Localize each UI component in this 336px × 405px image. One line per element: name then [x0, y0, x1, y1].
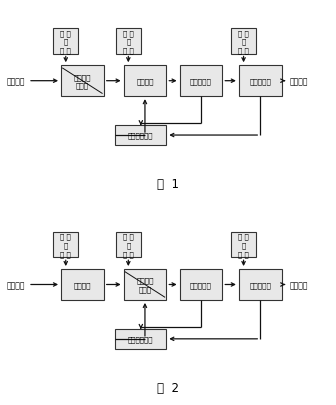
Text: 首置暴气
电置槽: 首置暴气 电置槽 [74, 74, 91, 89]
Text: 空 气
或
氨 气: 空 气 或 氨 气 [60, 233, 71, 257]
Bar [61, 66, 104, 97]
Bar [116, 232, 141, 258]
Text: 生活污水: 生活污水 [7, 280, 25, 289]
Text: 沉淤污泥返还: 沉淤污泥返还 [128, 336, 154, 342]
Bar [239, 66, 282, 97]
Text: 空 气
或
氨 气: 空 气 或 氨 气 [123, 30, 134, 54]
Bar [239, 269, 282, 300]
Bar [115, 329, 166, 349]
Text: 缺氧氪沉淤: 缺氧氪沉淤 [190, 78, 212, 85]
Text: 图  1: 图 1 [157, 178, 179, 191]
Bar [231, 29, 256, 54]
Bar [124, 269, 166, 300]
Text: 空 气
或
氨 气: 空 气 或 氨 气 [238, 30, 249, 54]
Text: 空 气
或
氨 气: 空 气 或 氨 气 [238, 233, 249, 257]
Text: 图  2: 图 2 [157, 381, 179, 394]
Bar [179, 269, 222, 300]
Bar [115, 126, 166, 145]
Text: 接触氧化: 接触氧化 [136, 78, 154, 85]
Text: 生活污水: 生活污水 [7, 77, 25, 86]
Text: 微生物反应: 微生物反应 [249, 281, 271, 288]
Bar [61, 269, 104, 300]
Text: 缺氧氪沉淤: 缺氧氪沉淤 [190, 281, 212, 288]
Bar [231, 232, 256, 258]
Text: 首置暴气: 首置暴气 [74, 281, 91, 288]
Text: 净水排出: 净水排出 [290, 280, 308, 289]
Text: 接触氧化
电置槽: 接触氧化 电置槽 [136, 277, 154, 292]
Bar [116, 29, 141, 54]
Text: 沉淤污泥返还: 沉淤污泥返还 [128, 132, 154, 139]
Text: 空 气
或
氨 气: 空 气 或 氨 气 [60, 30, 71, 54]
Text: 空 气
或
氨 气: 空 气 或 氨 气 [123, 233, 134, 257]
Bar [53, 232, 78, 258]
Text: 微生物反应: 微生物反应 [249, 78, 271, 85]
Bar [124, 66, 166, 97]
Bar [53, 29, 78, 54]
Text: 净水排出: 净水排出 [290, 77, 308, 86]
Bar [179, 66, 222, 97]
